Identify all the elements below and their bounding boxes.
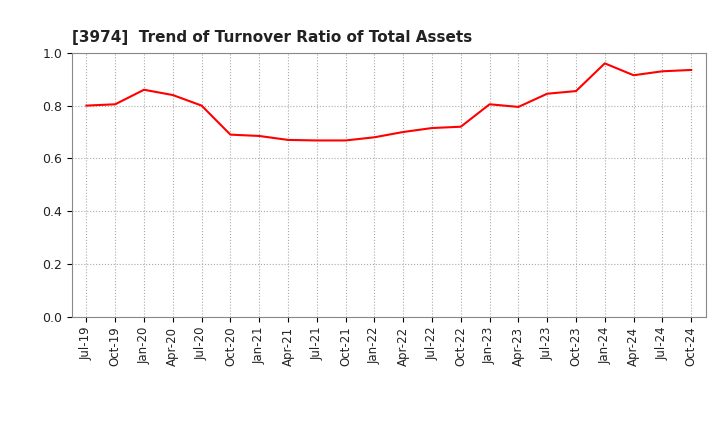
Text: [3974]  Trend of Turnover Ratio of Total Assets: [3974] Trend of Turnover Ratio of Total … [72, 29, 472, 45]
